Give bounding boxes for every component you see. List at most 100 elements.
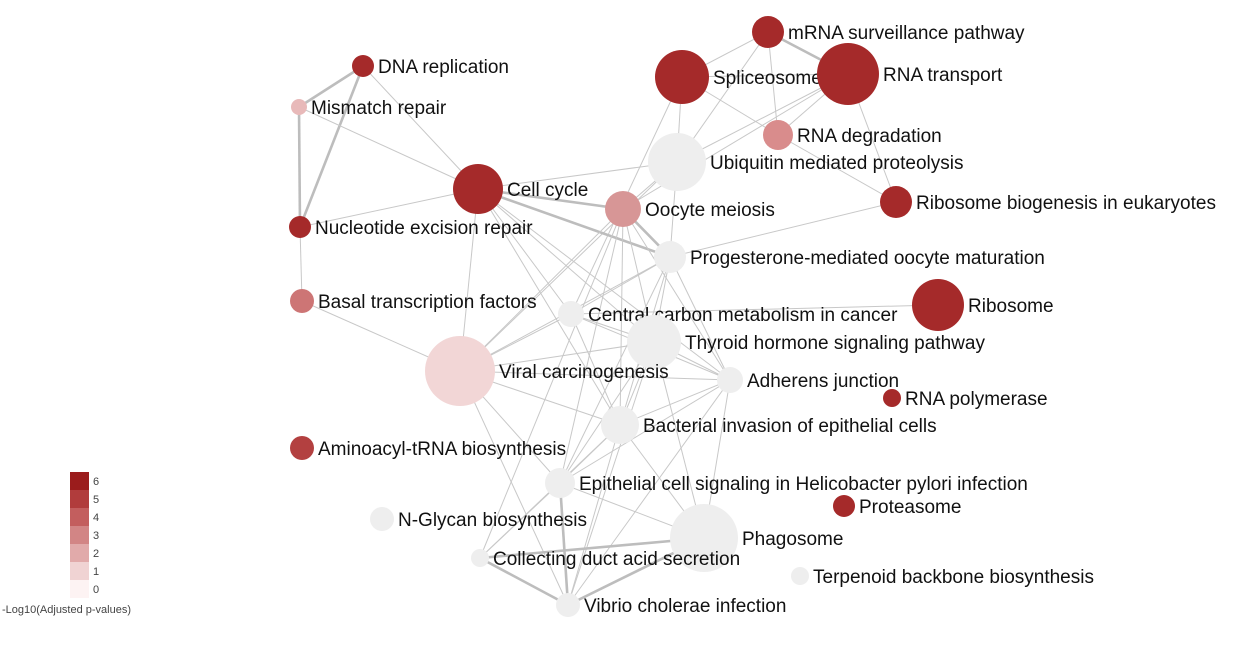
node-circle[interactable] — [648, 133, 706, 191]
edge-ubiq-viral — [459, 161, 678, 372]
edge-rnatr-ubiq — [676, 73, 849, 163]
edge-ubiq-cellcycle — [477, 161, 678, 190]
legend-swatch — [70, 508, 89, 526]
node-label: Spliceosome — [713, 68, 822, 89]
node-circle[interactable] — [655, 50, 709, 104]
edge-mismatch-ner — [297, 106, 302, 228]
node-label: Collecting duct acid secretion — [493, 549, 740, 570]
edge-oocyte-adherens — [622, 208, 731, 381]
node-circle[interactable] — [471, 549, 489, 567]
node-circle[interactable] — [833, 495, 855, 517]
node-proges[interactable]: Progesterone-mediated oocyte maturation — [654, 241, 1045, 273]
node-circle[interactable] — [883, 389, 901, 407]
node-vibrio[interactable]: Vibrio cholerae infection — [556, 593, 786, 617]
node-label: Mismatch repair — [311, 98, 447, 119]
node-aminoacyl[interactable]: Aminoacyl-tRNA biosynthesis — [290, 436, 566, 460]
node-circle[interactable] — [425, 336, 495, 406]
node-circle[interactable] — [817, 43, 879, 105]
node-nglycan[interactable]: N-Glycan biosynthesis — [370, 507, 587, 531]
node-phago[interactable]: Phagosome — [670, 504, 843, 572]
node-label: Oocyte meiosis — [645, 200, 775, 221]
node-label: RNA degradation — [797, 126, 942, 147]
node-circle[interactable] — [290, 289, 314, 313]
node-proteasome[interactable]: Proteasome — [833, 495, 961, 518]
node-terpenoid[interactable]: Terpenoid backbone biosynthesis — [791, 567, 1094, 588]
legend-swatch — [70, 544, 89, 562]
node-thyroid[interactable]: Thyroid hormone signaling pathway — [627, 315, 985, 369]
node-label: Progesterone-mediated oocyte maturation — [690, 248, 1045, 269]
node-label: Ribosome — [968, 296, 1054, 317]
node-adherens[interactable]: Adherens junction — [717, 367, 899, 393]
node-ccm[interactable]: Central carbon metabolism in cancer — [558, 301, 898, 327]
node-circle[interactable] — [352, 55, 374, 77]
node-circle[interactable] — [717, 367, 743, 393]
edge-dnarep-cellcycle — [362, 65, 479, 190]
node-label: mRNA surveillance pathway — [788, 23, 1025, 44]
node-mrna[interactable]: mRNA surveillance pathway — [752, 16, 1025, 48]
legend-tick-label: 0 — [93, 584, 99, 596]
node-circle[interactable] — [791, 567, 809, 585]
legend-swatch — [70, 490, 89, 508]
node-circle[interactable] — [453, 164, 503, 214]
node-circle[interactable] — [654, 241, 686, 273]
node-cellcycle[interactable]: Cell cycle — [453, 164, 588, 214]
edge-dnarep-ner — [298, 65, 365, 228]
node-label: Aminoacyl-tRNA biosynthesis — [318, 439, 566, 460]
edge-viral-adherens — [459, 370, 731, 381]
legend-tick-label: 5 — [93, 494, 99, 506]
node-ner[interactable]: Nucleotide excision repair — [289, 216, 533, 239]
node-label: Bacterial invasion of epithelial cells — [643, 416, 937, 437]
node-circle[interactable] — [545, 468, 575, 498]
node-viral[interactable]: Viral carcinogenesis — [425, 336, 669, 406]
node-rnapol[interactable]: RNA polymerase — [883, 389, 1048, 410]
edge-rnadeg-ribobio — [777, 134, 897, 203]
node-circle[interactable] — [605, 191, 641, 227]
color-legend: 6 5 4 3 2 1 0 -Log10(Adjusted p-values) — [2, 472, 131, 616]
edge-helico-collect — [479, 482, 561, 559]
node-circle[interactable] — [370, 507, 394, 531]
node-ribobio[interactable]: Ribosome biogenesis in eukaryotes — [880, 186, 1216, 218]
node-circle[interactable] — [752, 16, 784, 48]
edge-collect-vibrio — [479, 556, 569, 607]
node-circle[interactable] — [290, 436, 314, 460]
node-circle[interactable] — [880, 186, 912, 218]
edge-dnarep-mismatch — [298, 64, 364, 109]
node-oocyte[interactable]: Oocyte meiosis — [605, 191, 775, 227]
edge-thyroid-vibrio — [567, 341, 655, 606]
legend-swatch — [70, 580, 89, 598]
edge-adherens-bacterial — [619, 379, 731, 426]
node-label: Ribosome biogenesis in eukaryotes — [916, 193, 1216, 214]
edge-mismatch-cellcycle — [298, 106, 479, 190]
edge-cellcycle-adherens — [477, 188, 731, 381]
node-circle[interactable] — [558, 301, 584, 327]
edge-rnatr-oocyte — [622, 73, 849, 210]
edge-collect-phago — [479, 536, 705, 560]
node-label: Terpenoid backbone biosynthesis — [813, 567, 1094, 588]
node-ubiq[interactable]: Ubiquitin mediated proteolysis — [648, 133, 963, 191]
node-circle[interactable] — [912, 279, 964, 331]
node-ribosome[interactable]: Ribosome — [912, 279, 1054, 331]
legend-tick-label: 4 — [93, 512, 99, 524]
edge-cellcycle-proges — [477, 187, 671, 259]
node-collect[interactable]: Collecting duct acid secretion — [471, 549, 740, 570]
node-rnadeg[interactable]: RNA degradation — [763, 120, 942, 150]
node-bacterial[interactable]: Bacterial invasion of epithelial cells — [601, 406, 937, 444]
node-splice[interactable]: Spliceosome — [655, 50, 822, 104]
node-label: RNA transport — [883, 65, 1003, 86]
node-circle[interactable] — [627, 315, 681, 369]
edge-helico-vibrio — [558, 482, 570, 606]
node-basal[interactable]: Basal transcription factors — [290, 289, 537, 313]
node-circle[interactable] — [291, 99, 307, 115]
legend-tick-label: 1 — [93, 566, 99, 578]
node-dnarep[interactable]: DNA replication — [352, 55, 509, 78]
node-circle[interactable] — [556, 593, 580, 617]
node-helico[interactable]: Epithelial cell signaling in Helicobacte… — [545, 468, 1028, 498]
node-circle[interactable] — [601, 406, 639, 444]
node-circle[interactable] — [763, 120, 793, 150]
node-circle[interactable] — [670, 504, 738, 572]
node-mismatch[interactable]: Mismatch repair — [291, 98, 447, 119]
node-rnatr[interactable]: RNA transport — [817, 43, 1003, 105]
node-label: N-Glycan biosynthesis — [398, 510, 587, 531]
node-circle[interactable] — [289, 216, 311, 238]
edge-proges-ribobio — [669, 201, 897, 258]
